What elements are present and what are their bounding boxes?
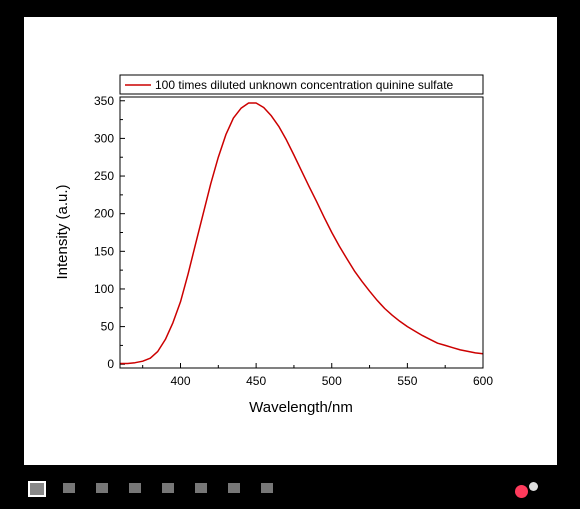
y-tick-label: 150 [94,244,114,258]
y-tick-label: 100 [94,282,114,296]
x-tick-label: 400 [170,374,190,388]
emission-spectrum-chart: 400 450 500 550 600 0 50 100 150 200 250 300 350 100… [54,74,493,416]
y-tick-label: 50 [101,320,115,334]
slide-navigation-bar [0,474,580,509]
slide-thumbnail[interactable] [261,483,273,493]
x-tick-label: 550 [397,374,417,388]
slide-thumbnail[interactable] [28,481,46,497]
x-axis-title: Wavelength/nm [249,399,353,416]
y-tick-label: 0 [107,357,114,371]
info-icon[interactable] [529,482,538,491]
slide-thumbnail[interactable] [228,483,240,493]
slide-thumbnail[interactable] [63,483,75,493]
legend: 100 times diluted unknown concentration … [119,74,484,95]
legend-label: 100 times diluted unknown concentration … [155,78,454,92]
record-button[interactable] [515,485,528,498]
x-tick-label: 600 [473,374,493,388]
slide-thumbnail[interactable] [96,483,108,493]
legend-box [119,74,484,95]
y-tick-label: 300 [94,131,114,145]
x-tick-label: 450 [246,374,266,388]
y-axis-title: Intensity (a.u.) [54,184,71,279]
slide-thumbnail[interactable] [195,483,207,493]
slide-thumbnail[interactable] [129,483,141,493]
y-tick-label: 350 [94,94,114,108]
slide-canvas: 400 450 500 550 600 0 50 100 150 200 250 300 350 100… [24,17,557,465]
slide-thumbnail[interactable] [162,483,174,493]
y-tick-label: 200 [94,207,114,221]
series-line [120,102,484,365]
y-tick-label: 250 [94,169,114,183]
plot-frame [119,96,484,369]
x-tick-label: 500 [322,374,342,388]
